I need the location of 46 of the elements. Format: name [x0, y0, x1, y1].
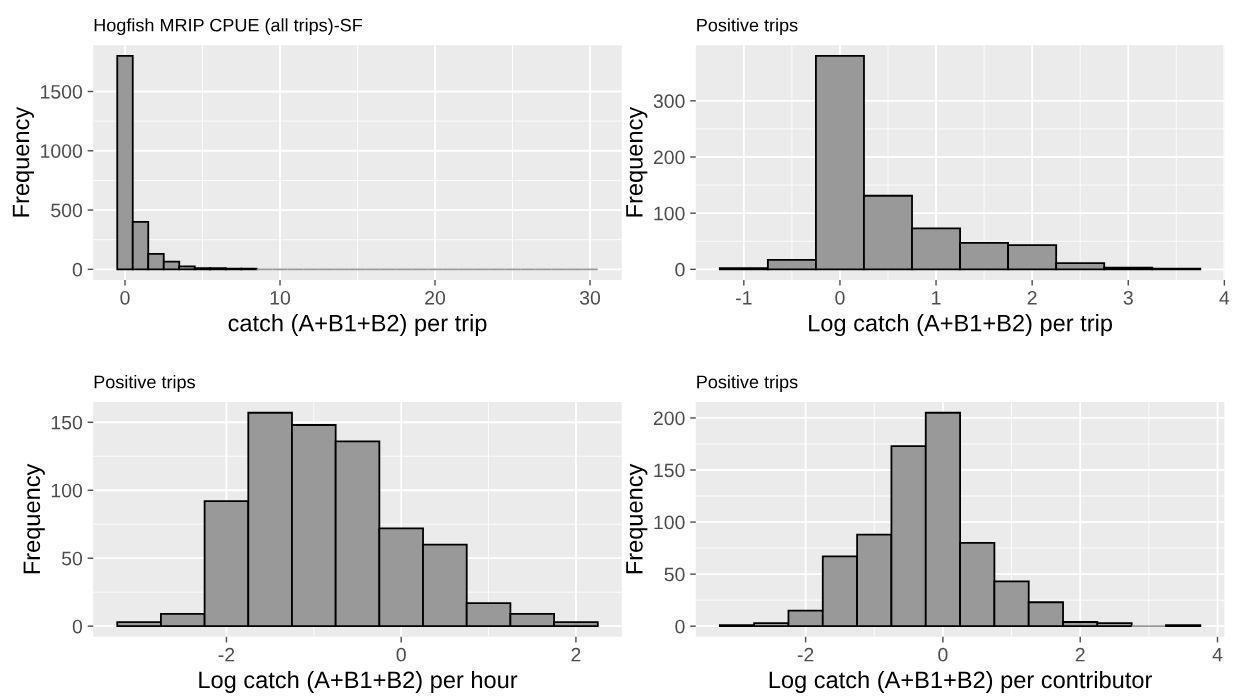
x-axis-title: catch (A+B1+B2) per trip [228, 314, 487, 337]
y-tick-label: 100 [654, 515, 685, 530]
x-tick-label: 0 [120, 290, 130, 305]
x-tick-label: 2 [1027, 290, 1037, 305]
x-tick-label: 1 [932, 291, 941, 305]
x-axis-title: Log catch (A+B1+B2) per contributor [769, 670, 1152, 693]
y-tick-label: 300 [653, 94, 685, 109]
y-tick-label: 0 [72, 619, 83, 634]
x-axis-title: Log catch (A+B1+B2) per hour [199, 670, 518, 693]
y-tick-label: 50 [664, 567, 685, 582]
y-tick-label: 200 [653, 411, 685, 426]
y-tick-label: 100 [654, 206, 685, 221]
x-tick-label: 2 [1075, 647, 1085, 662]
chart-title: Hogfish MRIP CPUE (all trips)-SF [94, 18, 363, 36]
x-tick-label: 4 [1219, 291, 1230, 305]
y-axis-title: Frequency [626, 106, 648, 217]
x-tick-label: -2 [218, 647, 235, 662]
x-tick-label: 0 [396, 647, 406, 662]
y-tick-label: 150 [51, 415, 83, 430]
chart-title: Positive trips [94, 375, 195, 392]
y-tick-label: 50 [61, 551, 83, 566]
x-tick-label: 20 [425, 290, 446, 305]
x-tick-label: 10 [270, 290, 291, 305]
y-tick-label: 1000 [41, 144, 83, 158]
x-tick-label: 30 [579, 290, 601, 305]
y-tick-label: 0 [675, 619, 685, 634]
y-tick-label: 200 [653, 150, 685, 165]
y-tick-label: 0 [675, 262, 685, 277]
x-tick-label: -1 [736, 291, 752, 305]
x-tick-label: 0 [938, 647, 948, 662]
y-tick-label: 500 [51, 203, 83, 218]
x-tick-label: 3 [1123, 290, 1133, 305]
x-tick-label: 0 [835, 290, 845, 305]
y-axis-title: Frequency [23, 463, 45, 574]
x-axis-title: Log catch (A+B1+B2) per trip [809, 314, 1112, 337]
chart-title: Positive trips [697, 18, 798, 36]
y-tick-label: 1500 [41, 84, 83, 99]
x-tick-label: -2 [797, 647, 814, 662]
y-tick-label: 0 [72, 262, 83, 277]
chart-title: Positive trips [697, 375, 798, 392]
y-axis-title: Frequency [626, 463, 648, 574]
x-tick-label: 4 [1212, 647, 1223, 662]
y-axis-title: Frequency [12, 106, 34, 217]
x-tick-label: 2 [571, 647, 581, 662]
y-tick-label: 150 [654, 463, 685, 478]
y-tick-label: 100 [51, 483, 83, 498]
